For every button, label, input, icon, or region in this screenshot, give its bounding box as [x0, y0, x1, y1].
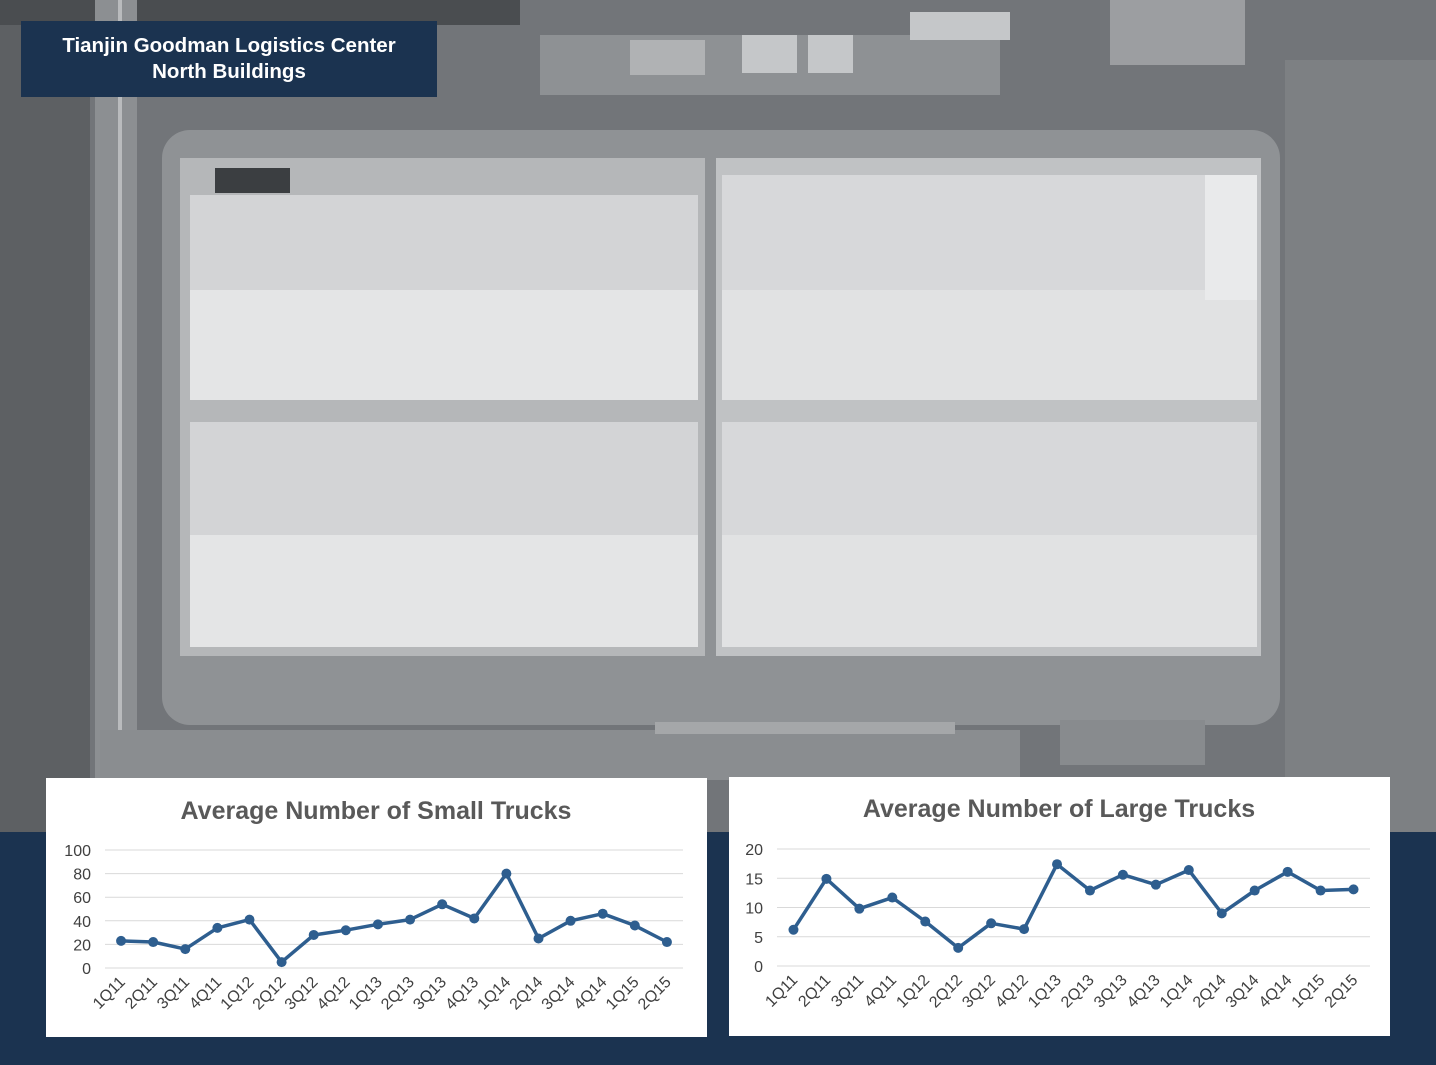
- small-trucks-x-tick-label: 2Q12: [250, 974, 290, 1014]
- small-trucks-x-tick-label: 1Q14: [475, 974, 515, 1014]
- small-trucks-data-point: [501, 868, 512, 879]
- large-trucks-y-tick-label: 0: [754, 959, 763, 976]
- small-trucks-y-tick-label: 40: [73, 914, 91, 931]
- large-trucks-x-tick-label: 1Q13: [1025, 972, 1065, 1012]
- small-trucks-data-point: [372, 919, 383, 930]
- small-trucks-y-tick-label: 20: [73, 937, 91, 954]
- small-trucks-x-tick-label: 3Q11: [154, 974, 193, 1013]
- small-trucks-x-tick-label: 1Q11: [90, 974, 129, 1013]
- large-trucks-data-point: [788, 924, 799, 935]
- small-trucks-data-point: [597, 908, 608, 919]
- small-trucks-data-point: [661, 937, 672, 948]
- large-trucks-data-point: [920, 916, 931, 927]
- satellite-image-drawing: [0, 0, 1436, 832]
- large-trucks-data-point: [1315, 885, 1326, 896]
- large-trucks-data-point: [854, 903, 865, 914]
- small-trucks-x-tick-label: 4Q14: [571, 974, 611, 1014]
- small-trucks-series-line: [121, 871, 668, 964]
- small-trucks-x-tick-label: 4Q13: [442, 974, 482, 1014]
- small-trucks-data-point: [565, 915, 576, 926]
- small-trucks-chart: Average Number of Small Trucks 0 20 40 60 80…: [64, 797, 683, 1014]
- small-trucks-x-tick-label: 2Q14: [507, 974, 547, 1014]
- large-trucks-x-tick-label: 3Q13: [1091, 972, 1131, 1012]
- small-trucks-x-tick-label: 1Q12: [218, 974, 258, 1014]
- small-trucks-data-point: [276, 957, 287, 968]
- large-trucks-data-point: [821, 873, 832, 884]
- small-trucks-x-tick-label: 3Q14: [539, 974, 579, 1014]
- large-trucks-x-tick-label: 2Q14: [1190, 972, 1230, 1012]
- small-trucks-x-tick-label: 2Q11: [122, 974, 161, 1013]
- large-trucks-x-tick-label: 2Q12: [926, 972, 966, 1012]
- large-trucks-x-tick-label: 2Q11: [795, 972, 834, 1011]
- small-trucks-data-point: [212, 922, 223, 933]
- title-line-1: Tianjin Goodman Logistics Center: [62, 34, 396, 57]
- large-trucks-data-point: [887, 892, 898, 903]
- small-trucks-x-tick-label: 3Q13: [410, 974, 450, 1014]
- small-trucks-data-point: [180, 944, 191, 955]
- small-trucks-y-tick-label: 0: [82, 961, 91, 978]
- large-trucks-y-tick-label: 20: [745, 842, 763, 859]
- small-trucks-data-point: [148, 937, 159, 948]
- small-trucks-data-point: [405, 914, 416, 925]
- large-trucks-data-point: [1348, 884, 1359, 895]
- large-trucks-chart-card: Average Number of Large Trucks 0 5 10 15 20 1…: [729, 777, 1390, 1036]
- small-trucks-y-tick-label: 100: [64, 843, 91, 860]
- large-trucks-x-tick-label: 3Q14: [1223, 972, 1263, 1012]
- large-trucks-data-point: [1216, 908, 1227, 919]
- large-trucks-data-point: [1084, 885, 1095, 896]
- large-trucks-data-point: [1052, 859, 1063, 870]
- large-trucks-chart-title: Average Number of Large Trucks: [863, 795, 1255, 823]
- title-line-2: North Buildings: [152, 60, 306, 83]
- large-trucks-x-tick-label: 2Q15: [1322, 972, 1362, 1012]
- small-trucks-data-point: [244, 914, 255, 925]
- small-trucks-data-point: [533, 933, 544, 944]
- large-trucks-data-point: [1019, 924, 1030, 935]
- small-trucks-data-point: [116, 935, 127, 946]
- small-trucks-data-point: [340, 925, 351, 936]
- large-trucks-data-point: [1249, 885, 1260, 896]
- small-trucks-x-tick-label: 2Q15: [635, 974, 675, 1014]
- large-trucks-y-tick-label: 5: [754, 930, 763, 947]
- large-trucks-series-line: [792, 862, 1354, 950]
- small-trucks-chart-title: Average Number of Small Trucks: [181, 797, 572, 825]
- large-trucks-data-point: [1183, 865, 1194, 876]
- large-trucks-x-tick-label: 4Q11: [861, 972, 900, 1011]
- title-box: Tianjin Goodman Logistics Center North B…: [21, 21, 437, 97]
- large-trucks-data-point: [1150, 879, 1161, 890]
- large-trucks-data-point: [1117, 869, 1128, 880]
- small-trucks-x-tick-label: 4Q11: [186, 974, 225, 1013]
- large-trucks-x-tick-label: 3Q11: [828, 972, 867, 1011]
- small-trucks-y-tick-label: 80: [73, 867, 91, 884]
- small-trucks-data-point: [308, 929, 319, 940]
- small-trucks-x-tick-label: 3Q12: [282, 974, 322, 1014]
- large-trucks-y-tick-label: 15: [745, 871, 763, 888]
- large-trucks-x-tick-label: 1Q15: [1289, 972, 1329, 1012]
- large-trucks-y-tick-label: 10: [745, 901, 763, 918]
- small-trucks-x-tick-label: 1Q15: [603, 974, 643, 1014]
- large-trucks-x-tick-label: 1Q11: [762, 972, 801, 1011]
- small-trucks-data-point: [469, 913, 480, 924]
- large-trucks-chart: Average Number of Large Trucks 0 5 10 15 20 1…: [745, 795, 1370, 1012]
- large-trucks-x-tick-label: 2Q13: [1058, 972, 1098, 1012]
- small-trucks-x-tick-label: 1Q13: [346, 974, 386, 1014]
- small-trucks-chart-card: Average Number of Small Trucks 0 20 40 60 80…: [46, 778, 707, 1037]
- small-trucks-data-point: [629, 920, 640, 931]
- large-trucks-x-tick-label: 1Q14: [1157, 972, 1197, 1012]
- large-trucks-x-tick-label: 1Q12: [893, 972, 933, 1012]
- large-trucks-data-point: [953, 942, 964, 953]
- large-trucks-x-tick-label: 4Q14: [1256, 972, 1296, 1012]
- small-trucks-data-point: [437, 899, 448, 910]
- large-trucks-data-point: [1282, 866, 1293, 877]
- large-trucks-x-tick-label: 3Q12: [959, 972, 999, 1012]
- large-trucks-x-tick-label: 4Q13: [1124, 972, 1164, 1012]
- large-trucks-x-tick-label: 4Q12: [992, 972, 1032, 1012]
- satellite-image: [0, 0, 1436, 832]
- small-trucks-x-tick-label: 4Q12: [314, 974, 354, 1014]
- large-trucks-data-point: [986, 918, 997, 929]
- small-trucks-y-tick-label: 60: [73, 890, 91, 907]
- small-trucks-x-tick-label: 2Q13: [378, 974, 418, 1014]
